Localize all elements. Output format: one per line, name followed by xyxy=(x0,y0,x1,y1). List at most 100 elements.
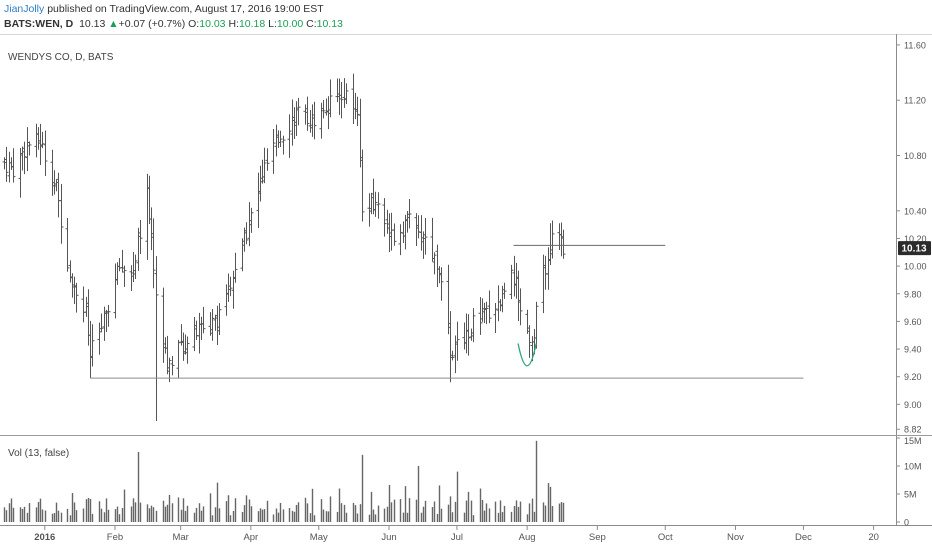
ohlc-bar xyxy=(296,97,301,126)
rounding-bottom-curve[interactable] xyxy=(517,343,537,367)
close-label: C: xyxy=(306,18,317,30)
time-tick-label: Jun xyxy=(381,532,396,543)
ohlc-bar xyxy=(550,220,555,259)
volume-tick-label: 5M xyxy=(904,490,917,500)
ohlc-bar xyxy=(278,130,283,148)
ohlc-bar xyxy=(392,223,397,246)
ohlc-bar xyxy=(423,217,428,255)
ohlc-bar xyxy=(201,306,206,334)
price-tick-label: 9.20 xyxy=(904,372,922,382)
price-tick-label: 9.00 xyxy=(904,400,922,410)
ohlc-bar xyxy=(484,301,489,325)
ohlc-bar xyxy=(11,148,16,183)
ohlc-bar xyxy=(4,146,9,182)
last-price: 10.13 xyxy=(79,18,106,30)
ohlc-bar xyxy=(59,183,64,244)
ohlc-bar xyxy=(450,350,455,361)
trend-lines xyxy=(90,244,804,379)
ohlc-bar xyxy=(493,302,498,333)
ohlc-bar xyxy=(339,82,344,119)
time-tick-label: Dec xyxy=(795,532,812,543)
ohlc-bar xyxy=(90,324,95,367)
ohlc-bar xyxy=(518,288,523,326)
ohlc-bar xyxy=(534,301,539,349)
price-tick-label: 8.82 xyxy=(904,425,922,435)
ohlc-bar xyxy=(478,297,483,335)
ohlc-bar xyxy=(561,229,566,259)
price-axis[interactable]: 11.60 11.20 10.80 10.40 10.20 10.00 9.80 9.60 9.… xyxy=(896,40,927,435)
price-tick-label: 9.60 xyxy=(904,317,922,327)
ohlc-bar xyxy=(210,309,215,341)
ohlc-bar xyxy=(122,265,127,287)
price-tick-label: 10.20 xyxy=(904,234,927,244)
ohlc-bar xyxy=(398,224,403,256)
time-axis[interactable]: 2016 Feb Mar Apr May Jun Jul Aug Sep Oct Nov Dec 20 xyxy=(34,526,879,543)
ohlc-bar xyxy=(355,96,360,127)
chart-background xyxy=(0,34,932,550)
high-value: 10.18 xyxy=(238,18,266,30)
price-tick-label: 11.60 xyxy=(904,40,926,50)
high-label: H: xyxy=(228,18,239,30)
ohlc-bar xyxy=(43,130,48,177)
time-tick-label: Oct xyxy=(658,532,673,543)
price-tick-label: 9.40 xyxy=(904,345,922,355)
ohlc-bar xyxy=(439,267,444,301)
open-value: 10.03 xyxy=(199,18,226,30)
ohlc-bar xyxy=(360,149,365,222)
ohlc-bar xyxy=(527,325,532,358)
ohlc-bar xyxy=(151,218,156,289)
time-tick-label: Feb xyxy=(107,532,123,543)
time-tick-label: Aug xyxy=(519,532,536,543)
author-link[interactable]: JianJolly xyxy=(4,3,45,15)
ohlc-bar xyxy=(305,96,310,131)
time-tick-label: Nov xyxy=(727,532,744,543)
ohlc-bar xyxy=(287,114,292,158)
ohlc-bar xyxy=(382,198,387,237)
chart-title: WENDYS CO, D, BATS xyxy=(8,52,114,63)
ohlc-bar xyxy=(99,313,104,333)
price-tick-label: 10.40 xyxy=(904,206,927,216)
time-tick-label: Sep xyxy=(589,532,606,543)
ohlc-bar xyxy=(65,217,70,272)
ohlc-bar xyxy=(106,305,111,327)
up-arrow-icon: ▲ xyxy=(108,18,119,30)
ohlc-bar xyxy=(455,321,460,361)
time-tick-label: Mar xyxy=(172,532,188,543)
ohlc-bar xyxy=(432,252,437,275)
ohlc-bar xyxy=(244,222,249,245)
ohlc-bar xyxy=(376,192,381,219)
ohlc-bar xyxy=(233,252,238,283)
ohlc-bar xyxy=(154,256,159,421)
price-bars xyxy=(2,73,566,421)
volume-tick-label: 15M xyxy=(904,436,922,446)
ohlc-bar xyxy=(176,339,181,379)
time-tick-label: May xyxy=(310,532,328,543)
ohlc-bar xyxy=(138,219,143,255)
time-tick-label: Jul xyxy=(451,532,463,543)
ohlc-bar xyxy=(249,207,254,233)
ohlc-line: BATS:WEN, D 10.13 ▲+0.07 (+0.7%) O:10.03… xyxy=(4,18,343,30)
change-value: +0.07 (+0.7%) xyxy=(118,18,186,30)
ohlc-bar xyxy=(133,254,138,279)
low-label: L: xyxy=(268,18,277,30)
volume-tick-label: 10M xyxy=(904,462,922,472)
ohlc-bar xyxy=(74,282,79,313)
last-price-tag-label: 10.13 xyxy=(901,244,926,255)
volume-axis[interactable]: 15M 10M 5M 0 xyxy=(896,436,922,528)
ohlc-bar xyxy=(502,282,507,299)
ohlc-bar xyxy=(228,276,233,297)
price-tick-label: 9.80 xyxy=(904,289,922,299)
ohlc-bar xyxy=(22,141,27,175)
ohlc-bar xyxy=(217,303,222,335)
low-value: 10.00 xyxy=(276,18,304,30)
ohlc-bar xyxy=(487,290,492,324)
ohlc-bar xyxy=(344,83,349,105)
close-value: 10.13 xyxy=(316,18,343,30)
ohlc-bar xyxy=(265,148,270,171)
volume-bars xyxy=(3,440,565,522)
ohlc-bar xyxy=(40,131,45,149)
time-tick-label: 2016 xyxy=(34,532,55,543)
time-tick-label: Apr xyxy=(243,532,258,543)
ohlc-bar xyxy=(312,101,317,140)
